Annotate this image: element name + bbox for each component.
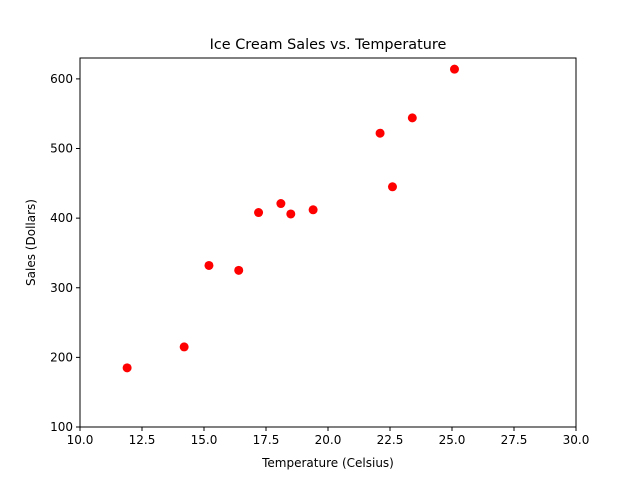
- x-axis-label: Temperature (Celsius): [261, 456, 394, 470]
- x-tick-label: 12.5: [129, 433, 156, 447]
- data-point-8: [308, 205, 318, 215]
- data-point-6: [276, 199, 286, 209]
- x-tick-label: 22.5: [377, 433, 404, 447]
- data-point-9: [375, 128, 385, 138]
- x-tick-label: 10.0: [67, 433, 94, 447]
- plot-area: [122, 64, 459, 373]
- x-tick-label: 30.0: [563, 433, 590, 447]
- x-tick-label: 17.5: [253, 433, 280, 447]
- data-point-4: [234, 265, 244, 275]
- data-point-11: [407, 113, 417, 123]
- data-point-1: [122, 363, 132, 373]
- x-tick-label: 15.0: [191, 433, 218, 447]
- y-tick-label: 400: [50, 211, 73, 225]
- plot-frame: [79, 57, 577, 428]
- y-tick-label: 600: [50, 72, 73, 86]
- y-tick-label: 100: [50, 420, 73, 434]
- data-point-12: [449, 64, 459, 74]
- data-point-10: [387, 182, 397, 192]
- x-axis: 10.0 12.5 15.0 17.5 20.0 22.5 25.0 27.5 30.0: [67, 427, 590, 447]
- data-point-2: [179, 342, 189, 352]
- chart-title: Ice Cream Sales vs. Temperature: [210, 37, 447, 53]
- y-tick-label: 300: [50, 281, 73, 295]
- data-point-3: [204, 260, 214, 270]
- y-axis: 100 200 300 400 500 600: [50, 72, 80, 434]
- y-tick-label: 200: [50, 350, 73, 364]
- x-tick-label: 25.0: [439, 433, 466, 447]
- y-axis-label: Sales (Dollars): [24, 199, 38, 286]
- x-tick-label: 27.5: [501, 433, 528, 447]
- x-tick-label: 20.0: [315, 433, 342, 447]
- y-tick-label: 500: [50, 142, 73, 156]
- data-point-5: [254, 208, 264, 218]
- data-point-7: [286, 209, 296, 219]
